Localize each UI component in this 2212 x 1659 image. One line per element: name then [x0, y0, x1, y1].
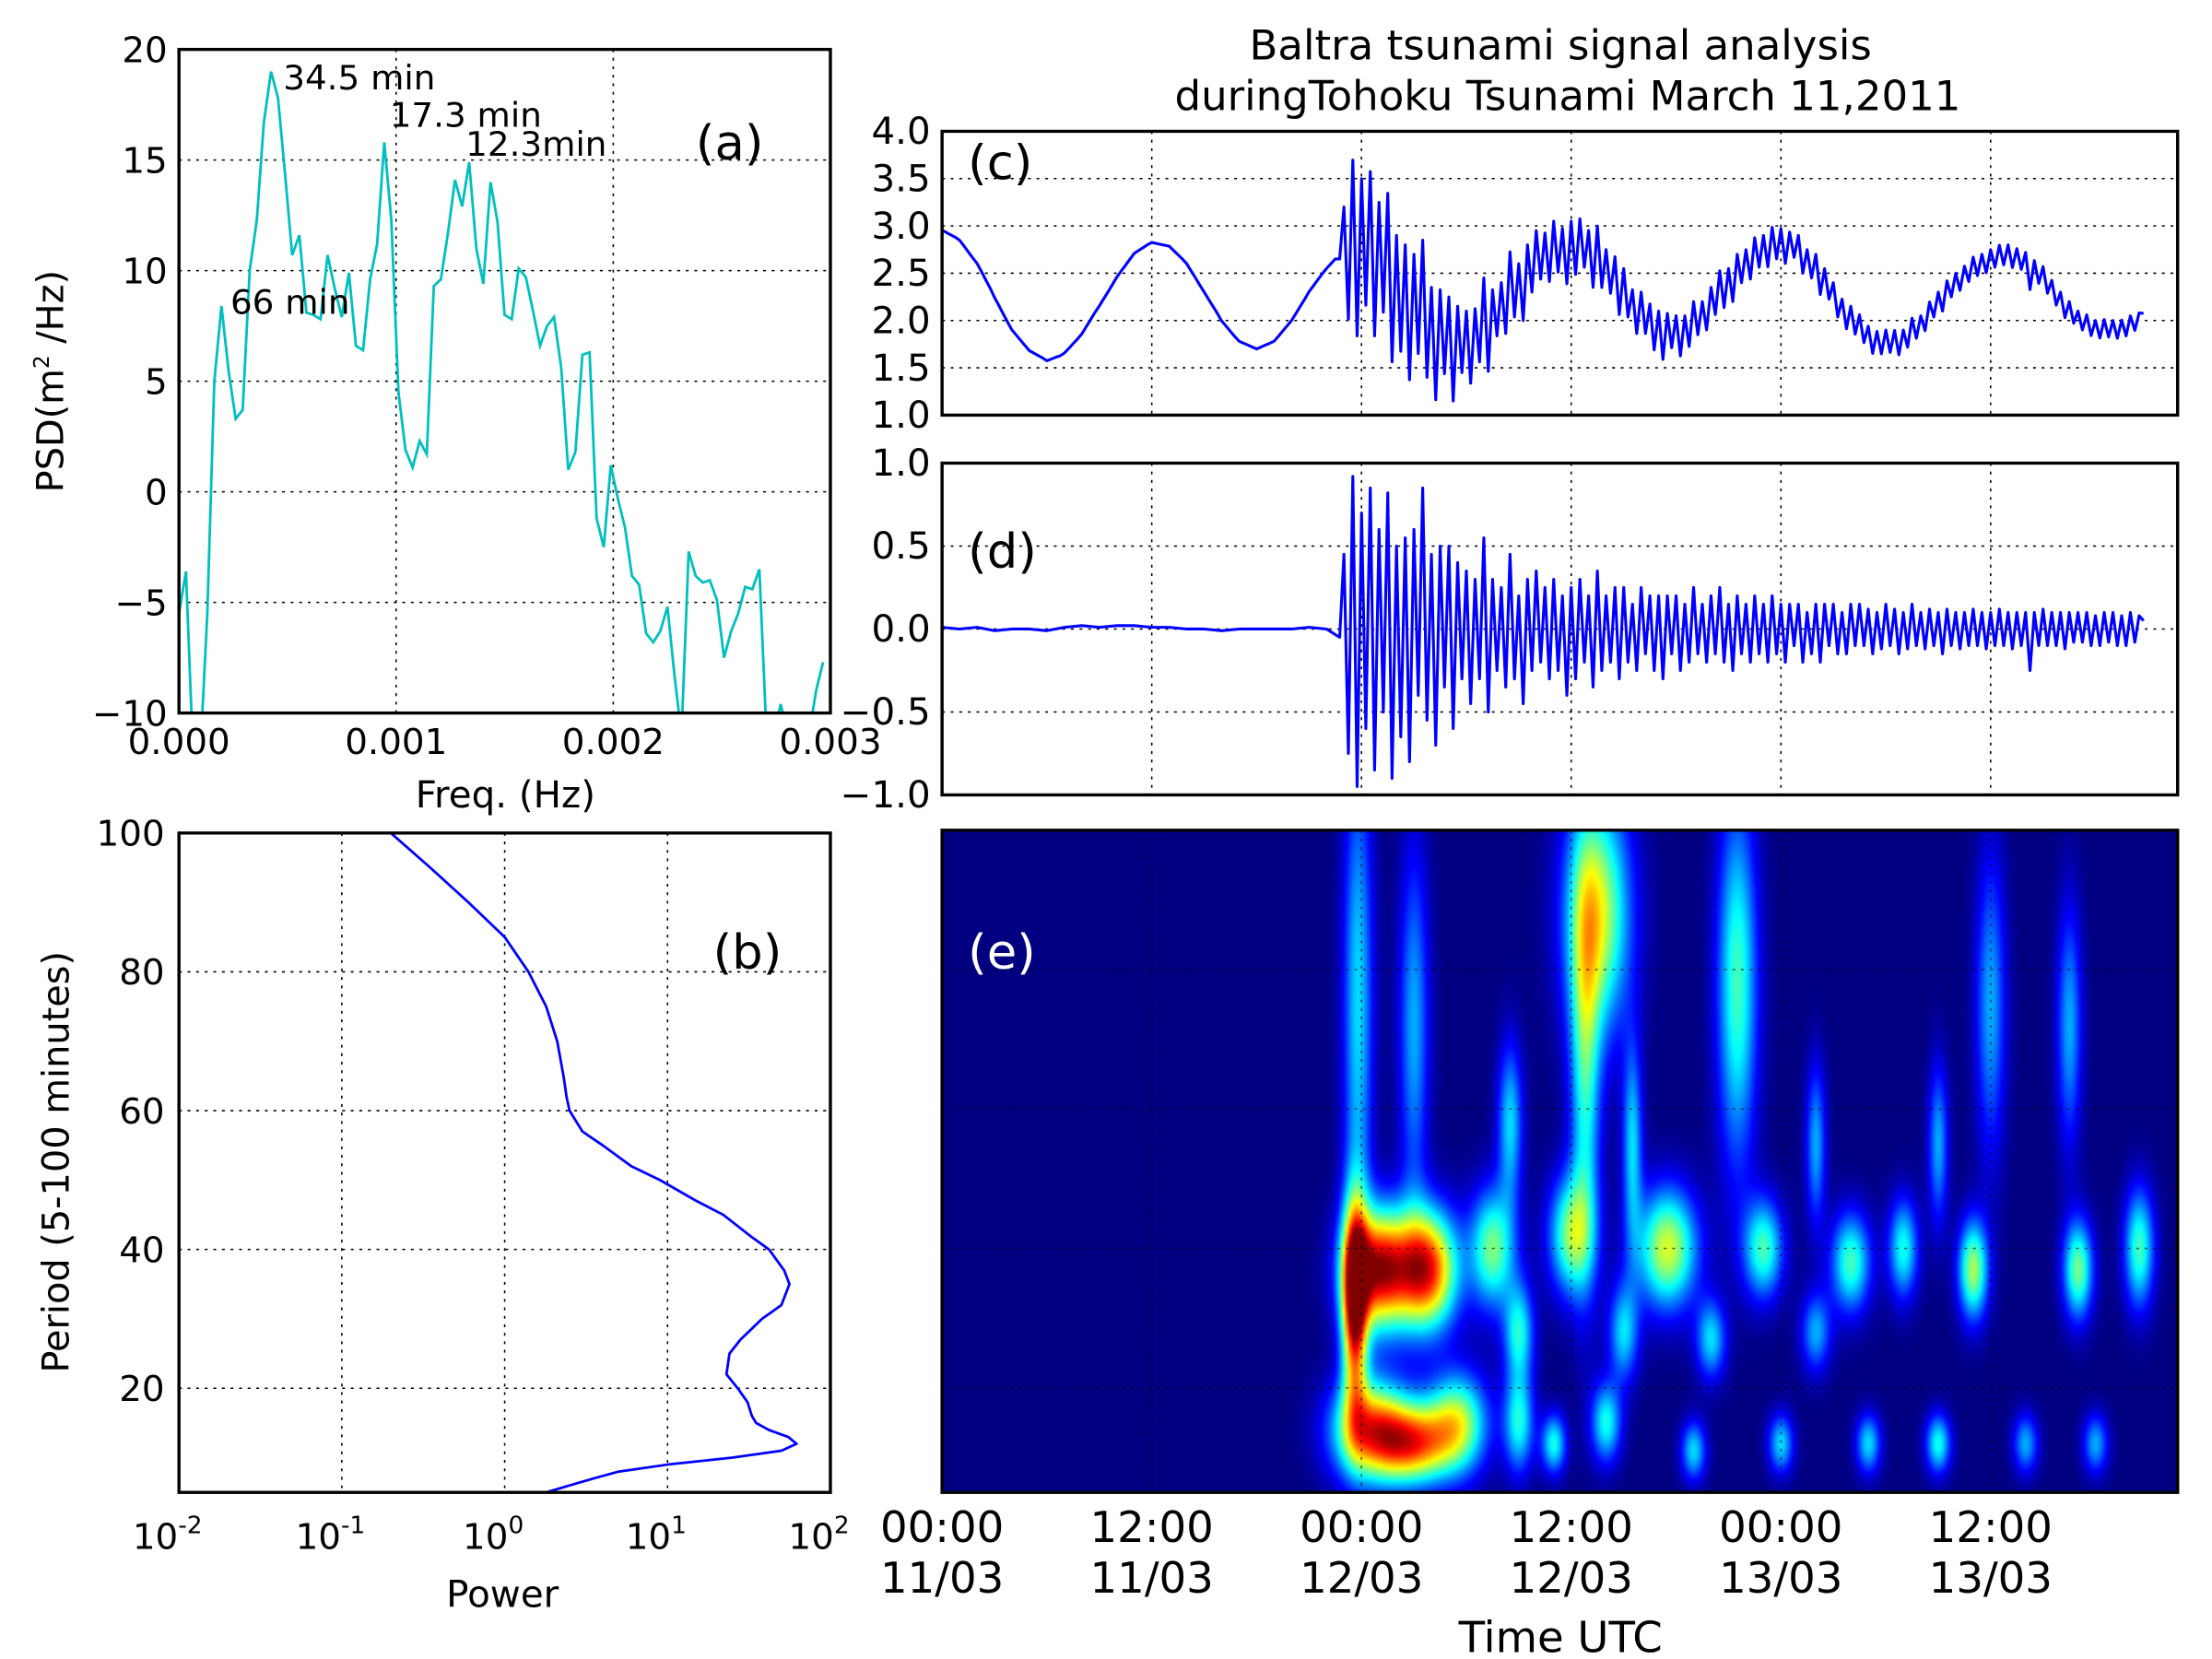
panel-b-xlabel: Power	[446, 1574, 559, 1617]
tick-base: 10	[463, 1517, 508, 1559]
panel-b-xtick-label: 100	[463, 1512, 524, 1559]
panel-b-xtick-label: 10-2	[133, 1512, 203, 1559]
ylabel-main: PSD(m	[29, 369, 72, 492]
panel-a-xtick-label: 0.003	[779, 722, 881, 763]
panel-b-xtick-label: 102	[788, 1512, 849, 1559]
panel-b-ytick-label: 40	[119, 1230, 164, 1272]
tick-exponent: -2	[178, 1512, 202, 1540]
panel-a-ytick-label: 10	[122, 252, 167, 293]
global-power-line	[390, 832, 798, 1493]
tick-exponent: -1	[341, 1512, 365, 1540]
peak-annotation: 66 min	[230, 283, 350, 323]
ylabel-sup: 2	[30, 355, 54, 369]
panel-a-ylabel: PSD(m2 /Hz)	[29, 270, 72, 492]
panel-d-ytick-label: −1.0	[841, 775, 931, 818]
panel-b-label: (b)	[713, 924, 782, 981]
panel-a-xtick-label: 0.002	[562, 722, 665, 763]
time-tick-time: 00:00	[880, 1502, 1004, 1552]
panel-d-label: (d)	[968, 524, 1037, 580]
time-tick-time: 12:00	[1090, 1502, 1214, 1552]
chart-title-line1: Baltra tsunami signal analysis	[1250, 21, 1872, 70]
time-axis-label: Time UTC	[1458, 1613, 1663, 1659]
psd-line	[179, 71, 825, 713]
panel-e-wavelet: (e) 00:0011/0312:0011/0300:0012/0312:001…	[880, 829, 2180, 1659]
time-tick-date: 13/03	[1929, 1553, 2053, 1603]
time-tick-date: 12/03	[1510, 1553, 1633, 1603]
time-tick-date: 11/03	[1090, 1553, 1214, 1603]
panel-a-ytick-label: 20	[122, 30, 167, 72]
panel-a-xtick-label: 0.000	[128, 722, 230, 763]
time-tick-date: 12/03	[1300, 1553, 1423, 1603]
time-tick-time: 12:00	[1929, 1502, 2053, 1552]
panel-d-ytick-label: 0.0	[871, 609, 930, 652]
peak-annotation: 12.3min	[465, 124, 606, 164]
panel-a-ytick-label: −5	[115, 583, 168, 625]
time-tick-date: 13/03	[1719, 1553, 1842, 1603]
panel-d-ytick-label: −0.5	[841, 692, 931, 735]
tick-base: 10	[296, 1517, 341, 1559]
panel-b-ylabel: Period (5-100 minutes)	[35, 951, 77, 1373]
panel-c-ytick-label: 3.5	[871, 159, 930, 201]
panel-a-ytick-label: 15	[122, 141, 167, 182]
panel-a-psd: 20 15 10 5 0 −5 −100.000 0.001 0.002 0.003 (a) Fr…	[29, 30, 881, 818]
panel-c-ytick-label: 3.0	[871, 206, 930, 248]
panel-c-ytick-label: 1.5	[871, 347, 930, 390]
panel-c-ytick-label: 4.0	[871, 112, 930, 154]
time-tick-time: 00:00	[1300, 1502, 1423, 1552]
wavelet-heatmap	[942, 830, 2178, 1493]
panel-c-ytick-label: 2.0	[871, 300, 930, 343]
panel-b-frame	[177, 831, 832, 1494]
panel-d-frame	[940, 461, 2180, 797]
panel-b-ytick-label: 100	[97, 814, 165, 855]
sea-level-line	[942, 159, 2144, 403]
panel-c-frame	[940, 129, 2180, 418]
time-tick-time: 12:00	[1510, 1502, 1633, 1552]
chart-title-line2: duringTohoku Tsunami March 11,2011	[1174, 72, 1960, 121]
residual-line	[942, 475, 2145, 788]
ylabel-tail: /Hz)	[29, 270, 72, 355]
panel-a-ytick-label: 0	[145, 473, 168, 514]
panel-b-ytick-label: 20	[119, 1369, 164, 1410]
panel-e-label: (e)	[968, 924, 1036, 981]
tick-exponent: 0	[508, 1512, 524, 1540]
panel-b-xtick-label: 10-1	[296, 1512, 366, 1559]
panel-d-residual: 1.0 0.5 0.0 −0.5 −1.0 (d)	[841, 443, 2180, 818]
panel-c-label: (c)	[968, 135, 1032, 192]
peak-annotation: 17.3 min	[390, 96, 542, 135]
tick-exponent: 2	[834, 1512, 850, 1540]
tick-base: 10	[626, 1517, 671, 1559]
time-tick-time: 00:00	[1719, 1502, 1842, 1552]
time-tick-date: 11/03	[880, 1553, 1004, 1603]
panel-a-ytick-label: −10	[92, 694, 168, 735]
panel-c-ytick-label: 1.0	[871, 394, 930, 437]
panel-a-xtick-label: 0.001	[345, 722, 447, 763]
panel-d-ytick-label: 0.5	[871, 526, 930, 569]
panel-c-sea-level: 4.0 3.5 3.0 2.5 2.01.51.0 (c)	[871, 112, 2180, 437]
panel-c-ytick-label: 2.5	[871, 253, 930, 295]
panel-b-xtick-label: 101	[626, 1512, 687, 1559]
panel-b-ytick-label: 60	[119, 1091, 164, 1133]
tick-base: 10	[788, 1517, 833, 1559]
panel-a-ytick-label: 5	[145, 362, 168, 404]
panel-a-xlabel: Freq. (Hz)	[416, 775, 595, 818]
panel-a-frame	[177, 47, 832, 715]
tick-base: 10	[133, 1517, 178, 1559]
panel-e-frame	[940, 829, 2180, 1494]
panel-a-label: (a)	[696, 115, 764, 171]
panel-d-ytick-label: 1.0	[871, 443, 930, 486]
peak-annotation: 34.5 min	[283, 58, 435, 98]
panel-b-ytick-label: 80	[119, 952, 164, 994]
tick-exponent: 1	[671, 1512, 687, 1540]
